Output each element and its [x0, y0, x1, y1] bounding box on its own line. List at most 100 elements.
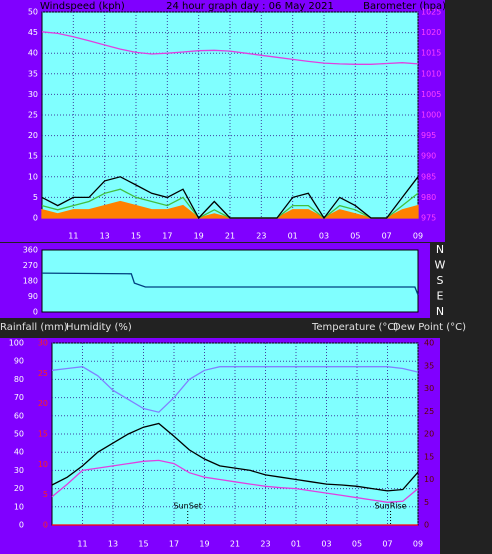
x-tick-label: 11 — [77, 540, 87, 549]
y2-tick-label: 1025 — [421, 8, 441, 17]
x-tick-label: 17 — [162, 232, 172, 241]
y-tick-label: 20 — [14, 484, 24, 493]
y-tick-label: 70 — [14, 393, 24, 402]
series-line — [51, 366, 419, 413]
y2-tick-label: W — [435, 259, 446, 272]
x-tick-label: 07 — [382, 232, 392, 241]
y-tick-label: 40 — [14, 448, 24, 457]
y3-tick-label: 25 — [38, 369, 48, 378]
y-tick-label: 35 — [28, 69, 38, 78]
x-tick-label: 21 — [230, 540, 240, 549]
x-tick-label: 05 — [352, 540, 362, 549]
y2-tick-label: 25 — [424, 407, 434, 416]
series-line — [51, 459, 419, 503]
x-tick-label: 23 — [260, 540, 270, 549]
y2-tick-label: 0 — [424, 521, 429, 530]
axis-label: Humidity (%) — [66, 322, 132, 333]
y-tick-label: 50 — [14, 430, 24, 439]
x-tick-label: 05 — [350, 232, 360, 241]
annotation: SunRise — [375, 502, 407, 511]
y-tick-label: 80 — [14, 375, 24, 384]
y2-tick-label: 1005 — [421, 90, 441, 99]
x-tick-label: 23 — [256, 232, 266, 241]
x-tick-label: 01 — [291, 540, 301, 549]
series-line — [41, 272, 419, 296]
axis-label: Dew Point (°C) — [393, 322, 466, 333]
x-tick-label: 03 — [319, 232, 329, 241]
y3-tick-label: 5 — [43, 490, 48, 499]
x-tick-label: 03 — [321, 540, 331, 549]
axis-label: Rainfall (mm) — [0, 322, 68, 333]
series-line — [41, 31, 419, 65]
y-tick-label: 90 — [28, 292, 38, 301]
y2-tick-label: E — [437, 290, 444, 303]
y3-tick-label: 10 — [38, 460, 48, 469]
y2-tick-label: 1000 — [421, 111, 441, 120]
y3-tick-label: 20 — [38, 399, 48, 408]
y2-tick-label: 35 — [424, 361, 434, 370]
y2-tick-label: 20 — [424, 430, 434, 439]
y-tick-label: 25 — [28, 111, 38, 120]
y-axis-label: Windspeed (kph) — [40, 1, 125, 12]
x-tick-label: 07 — [382, 540, 392, 549]
y2-tick-label: 5 — [424, 498, 429, 507]
y-tick-label: 50 — [28, 8, 38, 17]
y-tick-label: 360 — [23, 246, 38, 255]
y3-tick-label: 30 — [38, 339, 48, 348]
axis-label: Temperature (°C) — [311, 322, 398, 333]
y-tick-label: 10 — [14, 502, 24, 511]
y-tick-label: 0 — [33, 308, 38, 317]
y2-tick-label: 40 — [424, 339, 434, 348]
y2-axis-label: Barometer (hpa) — [363, 1, 446, 12]
y2-tick-label: N — [436, 243, 444, 256]
y2-tick-label: 975 — [421, 214, 436, 223]
y2-tick-label: 1010 — [421, 69, 441, 78]
chart-title: 24 hour graph day : 06 May 2021 — [166, 1, 334, 12]
y-tick-label: 0 — [19, 521, 24, 530]
y2-tick-label: 1020 — [421, 28, 441, 37]
y2-tick-label: 1015 — [421, 49, 441, 58]
y-tick-label: 0 — [33, 214, 38, 223]
y-tick-label: 180 — [23, 277, 38, 286]
y-tick-label: 40 — [28, 49, 38, 58]
annotation: SunSet — [174, 502, 202, 511]
y-tick-label: 5 — [33, 193, 38, 202]
y-tick-label: 90 — [14, 357, 24, 366]
plot-area — [41, 249, 419, 313]
x-tick-label: 15 — [138, 540, 148, 549]
y-tick-label: 270 — [23, 261, 38, 270]
x-tick-label: 21 — [225, 232, 235, 241]
x-tick-label: 17 — [169, 540, 179, 549]
y-tick-label: 10 — [28, 172, 38, 181]
x-tick-label: 11 — [68, 232, 78, 241]
x-tick-label: 09 — [413, 232, 423, 241]
y2-tick-label: 995 — [421, 131, 436, 140]
y-tick-label: 45 — [28, 28, 38, 37]
y-tick-label: 30 — [28, 90, 38, 99]
x-tick-label: 19 — [199, 540, 209, 549]
y-tick-label: 15 — [28, 152, 38, 161]
y2-tick-label: 980 — [421, 193, 436, 202]
y2-tick-label: 30 — [424, 384, 434, 393]
y2-tick-label: N — [436, 305, 444, 318]
y2-tick-label: S — [437, 274, 444, 287]
y-tick-label: 20 — [28, 131, 38, 140]
series-line — [41, 176, 419, 220]
y-tick-label: 60 — [14, 411, 24, 420]
y-tick-label: 100 — [9, 339, 24, 348]
y2-tick-label: 10 — [424, 475, 434, 484]
x-tick-label: 15 — [131, 232, 141, 241]
y-tick-label: 30 — [14, 466, 24, 475]
y2-tick-label: 990 — [421, 152, 436, 161]
y3-tick-label: 0 — [43, 521, 48, 530]
x-tick-label: 13 — [108, 540, 118, 549]
y3-tick-label: 15 — [38, 430, 48, 439]
x-tick-label: 19 — [194, 232, 204, 241]
y2-tick-label: 15 — [424, 452, 434, 461]
series-line — [51, 422, 419, 492]
x-tick-label: 01 — [288, 232, 298, 241]
y2-tick-label: 985 — [421, 172, 436, 181]
x-tick-label: 09 — [413, 540, 423, 549]
